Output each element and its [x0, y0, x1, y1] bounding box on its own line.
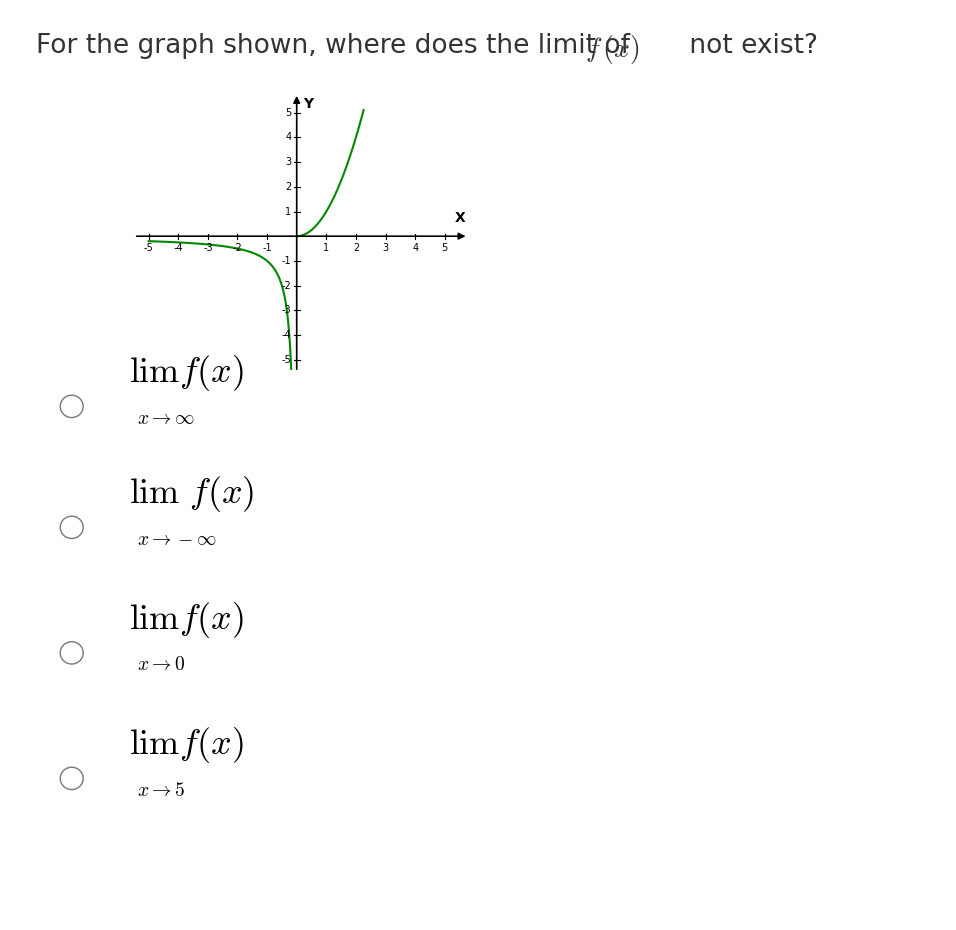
Text: X: X: [455, 211, 466, 225]
Text: -5: -5: [282, 354, 292, 365]
Text: $f\,(x)$: $f\,(x)$: [585, 33, 640, 65]
Text: $x\to 0$: $x\to 0$: [137, 656, 185, 674]
Text: 4: 4: [285, 132, 292, 142]
Text: -3: -3: [203, 243, 212, 253]
Text: $\lim f(x)$: $\lim f(x)$: [129, 725, 244, 765]
Text: -4: -4: [282, 330, 292, 340]
Text: -1: -1: [262, 243, 272, 253]
Text: 3: 3: [285, 157, 292, 167]
Text: 3: 3: [382, 243, 388, 253]
Text: 5: 5: [285, 108, 292, 118]
Text: $x\to\infty$: $x\to\infty$: [137, 409, 194, 428]
Text: $x\to -\infty$: $x\to -\infty$: [137, 530, 216, 549]
Text: -3: -3: [282, 305, 292, 315]
Text: 2: 2: [285, 182, 292, 192]
Text: 4: 4: [412, 243, 418, 253]
Text: not exist?: not exist?: [681, 33, 817, 59]
Text: 5: 5: [442, 243, 447, 253]
Text: 2: 2: [353, 243, 359, 253]
Text: -5: -5: [143, 243, 154, 253]
Text: -2: -2: [232, 243, 243, 253]
Text: $\lim\ f(x)$: $\lim\ f(x)$: [129, 474, 254, 514]
Text: 1: 1: [285, 206, 292, 217]
Text: -1: -1: [282, 256, 292, 266]
Text: -4: -4: [173, 243, 183, 253]
Text: $x\to 5$: $x\to 5$: [137, 781, 185, 800]
Text: Y: Y: [303, 97, 314, 111]
Text: $\lim f(x)$: $\lim f(x)$: [129, 600, 244, 640]
Text: For the graph shown, where does the limit of: For the graph shown, where does the limi…: [36, 33, 639, 59]
Text: $\lim f(x)$: $\lim f(x)$: [129, 353, 244, 393]
Text: -2: -2: [282, 281, 292, 290]
Text: 1: 1: [323, 243, 330, 253]
